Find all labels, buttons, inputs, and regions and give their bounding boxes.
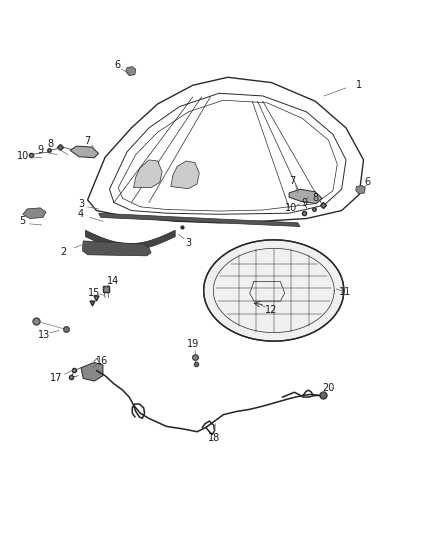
Text: 3: 3 — [78, 199, 84, 208]
Text: 10: 10 — [17, 151, 29, 160]
Text: 6: 6 — [365, 177, 371, 187]
Text: 1: 1 — [356, 80, 362, 90]
Text: 8: 8 — [312, 193, 318, 203]
Text: 12: 12 — [265, 305, 277, 315]
Text: 18: 18 — [208, 433, 220, 443]
Polygon shape — [85, 230, 175, 250]
Polygon shape — [289, 189, 322, 204]
Text: 8: 8 — [47, 139, 53, 149]
Polygon shape — [23, 208, 46, 219]
Text: 11: 11 — [339, 287, 351, 297]
Text: 14: 14 — [107, 277, 119, 286]
Text: 13: 13 — [38, 330, 50, 340]
Text: 16: 16 — [95, 357, 108, 366]
Text: 9: 9 — [37, 146, 43, 155]
Text: 17: 17 — [50, 374, 62, 383]
Text: 9: 9 — [301, 198, 307, 207]
Text: 6: 6 — [114, 60, 120, 70]
Polygon shape — [134, 160, 162, 188]
Text: 20: 20 — [322, 383, 335, 393]
Text: 4: 4 — [78, 209, 84, 219]
Polygon shape — [70, 146, 99, 158]
Text: 2: 2 — [60, 247, 67, 256]
Polygon shape — [171, 161, 199, 189]
Text: 19: 19 — [187, 339, 199, 349]
Text: 7: 7 — [290, 176, 296, 186]
Polygon shape — [99, 213, 300, 227]
Text: 3: 3 — [185, 238, 191, 247]
Polygon shape — [204, 240, 344, 341]
Text: 10: 10 — [285, 203, 297, 213]
Text: 7: 7 — [85, 136, 91, 146]
Polygon shape — [126, 67, 136, 76]
Polygon shape — [81, 362, 103, 381]
Polygon shape — [82, 241, 151, 256]
Polygon shape — [356, 185, 365, 194]
Text: 15: 15 — [88, 288, 100, 298]
Text: 5: 5 — [20, 216, 26, 226]
